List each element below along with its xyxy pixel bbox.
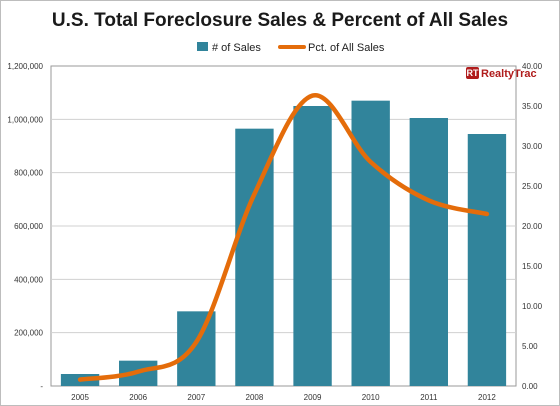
bar-series: [60, 100, 507, 387]
right-tick-label: 40.00: [522, 62, 543, 71]
right-tick-label: 25.00: [522, 182, 543, 191]
legend-label-line: Pct. of All Sales: [308, 42, 385, 54]
left-tick-label: 600,000: [14, 222, 43, 231]
chart-title: U.S. Total Foreclosure Sales & Percent o…: [52, 10, 508, 31]
right-tick-label: 0.00: [522, 382, 538, 391]
left-tick-label: 1,000,000: [7, 115, 43, 124]
right-tick-label: 30.00: [522, 142, 543, 151]
logo-text: RealtyTrac: [481, 68, 537, 80]
legend-label-bars: # of Sales: [212, 42, 261, 54]
x-tick-label: 2011: [420, 393, 438, 402]
bar-2009: [293, 106, 332, 386]
right-tick-label: 15.00: [522, 262, 543, 271]
bar-2012: [467, 134, 507, 386]
right-tick-label: 10.00: [522, 302, 543, 311]
realtytrac-logo: RT RealtyTrac: [466, 67, 537, 80]
legend-swatch-bars: [197, 42, 208, 51]
left-tick-label: -: [40, 382, 43, 391]
legend: # of Sales Pct. of All Sales: [197, 42, 385, 54]
x-tick-label: 2007: [187, 393, 205, 402]
right-axis: 0.00 5.00 10.00 15.00 20.00 25.00 30.00 35.00 40…: [522, 62, 543, 391]
bar-2008: [235, 128, 274, 386]
x-tick-label: 2012: [478, 393, 496, 402]
bar-2011: [409, 118, 448, 386]
x-tick-label: 2009: [304, 393, 322, 402]
line-pct-of-all-sales: [77, 93, 490, 382]
x-tick-label: 2005: [71, 393, 89, 402]
x-tick-label: 2008: [246, 393, 264, 402]
left-tick-label: 400,000: [14, 275, 43, 284]
right-tick-label: 35.00: [522, 102, 543, 111]
line-series: [77, 93, 490, 382]
right-tick-label: 20.00: [522, 222, 543, 231]
logo-mark-text: RT: [467, 68, 479, 78]
logo-mark-icon: [466, 67, 479, 79]
x-axis: 2005 2006 2007 2008 2009 2010 2011 2012: [71, 393, 496, 402]
left-tick-label: 800,000: [14, 169, 43, 178]
left-tick-label: 1,200,000: [7, 62, 43, 71]
bar-2007: [177, 311, 216, 386]
left-axis: - 200,000 400,000 600,000 800,000 1,000,000 1,…: [7, 62, 43, 391]
x-tick-label: 2010: [362, 393, 380, 402]
left-tick-label: 200,000: [14, 329, 43, 338]
right-tick-label: 5.00: [522, 342, 538, 351]
x-tick-label: 2006: [129, 393, 147, 402]
